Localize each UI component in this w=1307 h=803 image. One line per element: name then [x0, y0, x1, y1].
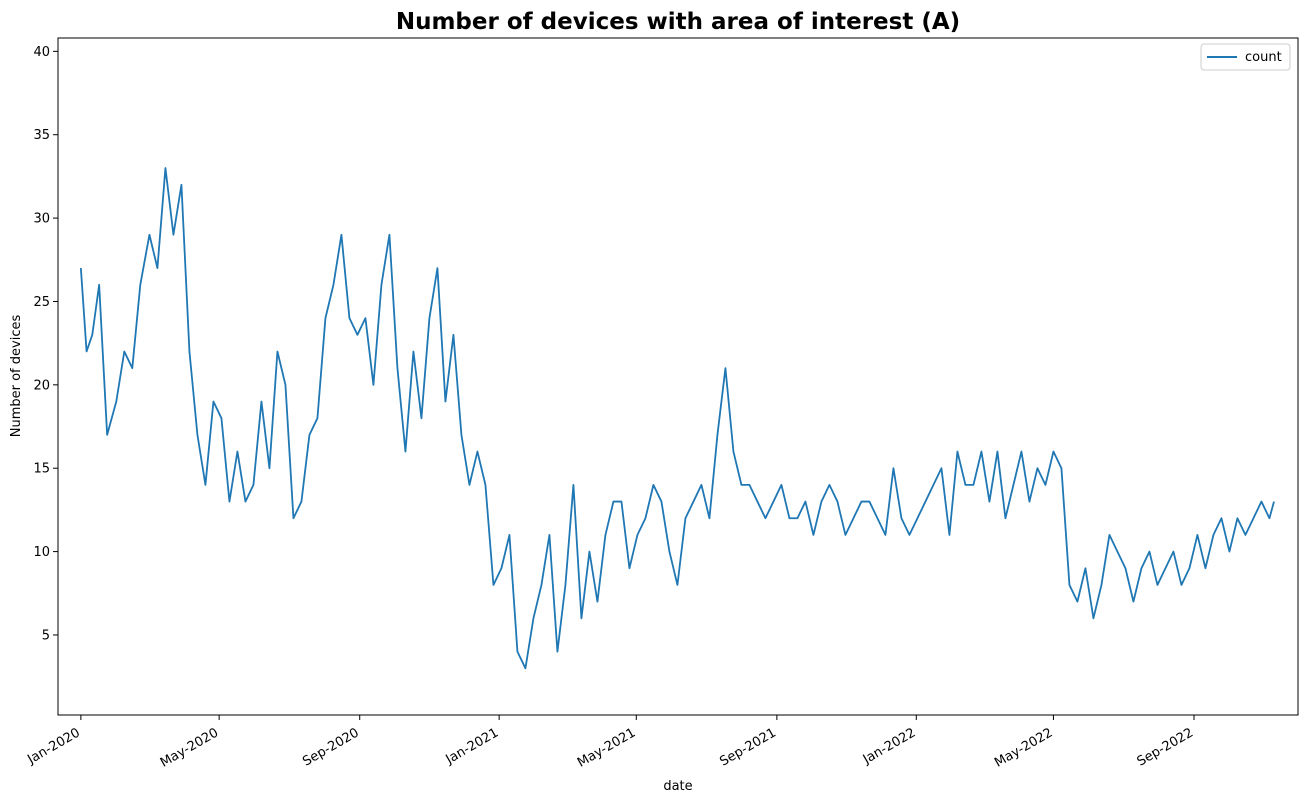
series-line-count: [79, 167, 1275, 670]
plot-frame: [57, 37, 1299, 716]
y-axis-label: Number of devices: [9, 315, 24, 438]
legend-label-count: count: [1245, 50, 1282, 65]
y-tick-label: 10: [33, 545, 50, 560]
x-axis: Jan-2020 May-2020 Sep-2020 Jan-2021 May-2021…: [24, 715, 1196, 771]
y-tick-label: 5: [42, 628, 50, 643]
legend-box: [1200, 43, 1291, 71]
y-tick-label: 35: [33, 128, 50, 143]
x-tick-label: Sep-2022: [1135, 725, 1196, 769]
x-axis-label: date: [663, 779, 692, 794]
chart-title: Number of devices with area of interest …: [396, 9, 960, 35]
y-tick-label: 40: [33, 45, 50, 60]
y-tick-label: 20: [33, 378, 50, 393]
y-axis: 5 10 15 20 25 30 35 40: [33, 45, 58, 643]
x-tick-label: Jan-2020: [24, 725, 82, 767]
x-tick-label: Jan-2021: [443, 725, 501, 767]
x-tick-label: May-2022: [992, 725, 1055, 770]
plot-area: [79, 167, 1275, 670]
y-tick-label: 30: [33, 212, 50, 227]
x-tick-label: Jan-2022: [860, 725, 918, 767]
y-tick-label: 15: [33, 462, 50, 477]
x-tick-label: May-2021: [575, 725, 638, 770]
legend: count: [1200, 43, 1291, 71]
x-tick-label: Sep-2021: [717, 725, 778, 769]
x-tick-label: May-2020: [158, 725, 221, 770]
y-tick-label: 25: [33, 295, 50, 310]
x-tick-label: Sep-2020: [300, 725, 361, 769]
